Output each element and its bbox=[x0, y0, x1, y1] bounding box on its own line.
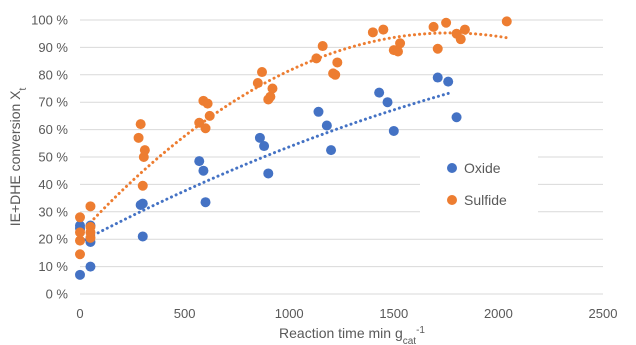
data-point-sulfide bbox=[139, 145, 150, 156]
data-point-oxide bbox=[75, 220, 85, 231]
data-point-sulfide bbox=[267, 83, 278, 94]
data-point-sulfide bbox=[455, 34, 466, 45]
y-tick-label: 80 % bbox=[38, 67, 68, 82]
legend-marker-oxide bbox=[447, 163, 457, 173]
legend-label-sulfide: Sulfide bbox=[464, 192, 507, 208]
data-point-oxide bbox=[137, 198, 148, 209]
data-point-sulfide bbox=[459, 24, 470, 35]
data-point-sulfide bbox=[135, 119, 146, 130]
data-point-sulfide bbox=[392, 46, 403, 57]
data-point-sulfide bbox=[441, 17, 452, 28]
data-point-oxide bbox=[75, 269, 85, 280]
data-point-sulfide bbox=[133, 132, 144, 143]
data-point-sulfide bbox=[75, 249, 85, 260]
data-point-sulfide bbox=[204, 110, 215, 121]
data-point-sulfide bbox=[75, 227, 85, 238]
data-points bbox=[75, 16, 512, 280]
data-point-sulfide bbox=[202, 98, 213, 109]
data-point-sulfide bbox=[265, 91, 276, 102]
data-point-sulfide bbox=[395, 38, 406, 49]
data-point-oxide bbox=[388, 125, 399, 136]
data-point-oxide bbox=[443, 76, 454, 87]
data-point-sulfide bbox=[200, 123, 211, 134]
trendline-sulfide bbox=[78, 31, 509, 236]
legend-marker-sulfide bbox=[447, 195, 457, 205]
data-point-sulfide bbox=[85, 201, 96, 212]
legend-label-oxide: Oxide bbox=[464, 160, 501, 176]
y-tick-label: 50 % bbox=[38, 150, 68, 165]
y-tick-label: 60 % bbox=[38, 122, 68, 137]
data-point-oxide bbox=[85, 261, 96, 272]
x-tick-label: 1500 bbox=[379, 306, 408, 321]
data-point-sulfide bbox=[257, 67, 268, 78]
data-point-sulfide bbox=[75, 212, 85, 223]
data-point-sulfide bbox=[367, 27, 378, 38]
data-point-sulfide bbox=[501, 16, 512, 27]
y-tick-label: 0 % bbox=[46, 287, 69, 302]
data-point-oxide bbox=[200, 197, 211, 208]
y-tick-label: 20 % bbox=[38, 232, 68, 247]
legend: Oxide Sulfide bbox=[420, 152, 538, 220]
data-point-sulfide bbox=[378, 24, 389, 35]
data-point-oxide bbox=[259, 141, 270, 152]
gridlines bbox=[80, 19, 603, 268]
data-point-oxide bbox=[194, 156, 205, 167]
data-point-oxide bbox=[321, 120, 332, 131]
y-tick-label: 10 % bbox=[38, 259, 68, 274]
data-point-oxide bbox=[382, 97, 393, 108]
data-point-oxide bbox=[451, 112, 462, 123]
data-point-sulfide bbox=[252, 78, 263, 89]
data-point-oxide bbox=[263, 168, 274, 179]
data-point-oxide bbox=[313, 106, 324, 117]
y-tick-label: 70 % bbox=[38, 95, 68, 110]
data-point-sulfide bbox=[137, 180, 148, 191]
data-point-sulfide bbox=[428, 21, 439, 32]
y-tick-label: 30 % bbox=[38, 204, 68, 219]
tick-labels: 0 % 10 % 20 % 30 % 40 % 50 % 60 % 70 % 80 % 90 % 1… bbox=[31, 13, 617, 322]
x-tick-label: 2000 bbox=[484, 306, 513, 321]
data-point-oxide bbox=[432, 72, 443, 83]
x-tick-label: 1000 bbox=[275, 306, 304, 321]
legend-background bbox=[420, 152, 538, 220]
x-tick-label: 500 bbox=[174, 306, 196, 321]
trendline-oxide bbox=[78, 91, 450, 244]
y-tick-label: 90 % bbox=[38, 40, 68, 55]
data-point-oxide bbox=[254, 132, 265, 143]
y-tick-label: 40 % bbox=[38, 177, 68, 192]
data-point-oxide bbox=[198, 165, 209, 176]
trendlines bbox=[78, 31, 509, 244]
x-tick-label: 2500 bbox=[589, 306, 618, 321]
data-point-sulfide bbox=[311, 53, 322, 64]
x-tick-label: 0 bbox=[76, 306, 83, 321]
y-tick-label: 100 % bbox=[31, 13, 68, 28]
data-point-sulfide bbox=[85, 221, 96, 232]
x-axis-title: Reaction time min gcat-1 bbox=[279, 325, 425, 345]
data-point-sulfide bbox=[317, 41, 328, 52]
data-point-oxide bbox=[137, 231, 148, 242]
data-point-oxide bbox=[326, 145, 337, 156]
data-point-sulfide bbox=[330, 69, 341, 80]
data-point-sulfide bbox=[432, 43, 443, 54]
data-point-sulfide bbox=[332, 57, 343, 68]
data-point-oxide bbox=[374, 87, 385, 98]
y-axis-title: IE+DHE conversion Xt bbox=[7, 87, 29, 226]
data-point-sulfide bbox=[75, 235, 85, 246]
